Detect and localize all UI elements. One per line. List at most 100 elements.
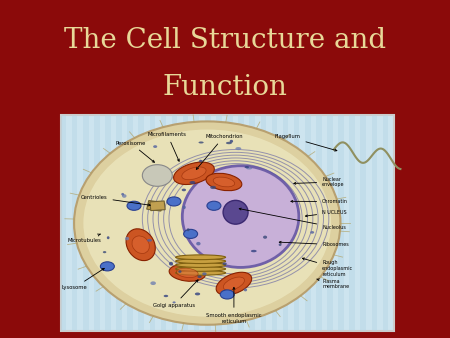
Ellipse shape (220, 290, 234, 299)
Ellipse shape (223, 262, 227, 265)
Ellipse shape (223, 200, 248, 224)
Ellipse shape (176, 263, 225, 267)
Text: Centrioles: Centrioles (81, 195, 150, 206)
Ellipse shape (132, 236, 149, 254)
Text: Nuclear
envelope: Nuclear envelope (294, 176, 345, 187)
Bar (360, 115, 366, 331)
Ellipse shape (213, 177, 234, 187)
Ellipse shape (189, 181, 195, 184)
Ellipse shape (83, 129, 331, 317)
Text: The Cell Structure and: The Cell Structure and (64, 27, 386, 54)
Bar (227, 115, 233, 331)
Ellipse shape (199, 160, 202, 162)
Bar (194, 115, 199, 331)
Ellipse shape (310, 231, 314, 234)
Bar (61, 115, 66, 331)
Bar (305, 115, 310, 331)
Bar (94, 115, 99, 331)
Ellipse shape (223, 277, 244, 290)
Ellipse shape (244, 288, 247, 291)
Text: Microfilaments: Microfilaments (148, 132, 187, 161)
Text: Flagellum: Flagellum (274, 134, 337, 151)
Bar (72, 115, 77, 331)
Ellipse shape (176, 270, 225, 275)
Ellipse shape (74, 121, 341, 325)
Text: N UCLEUS: N UCLEUS (306, 210, 347, 217)
Ellipse shape (167, 197, 181, 206)
Text: Nucleolus: Nucleolus (239, 208, 346, 230)
Ellipse shape (196, 242, 201, 245)
Bar (272, 115, 277, 331)
Ellipse shape (182, 189, 186, 191)
Ellipse shape (246, 167, 252, 169)
Ellipse shape (153, 145, 157, 148)
Ellipse shape (263, 236, 267, 239)
Bar (205, 115, 211, 331)
Bar (327, 115, 333, 331)
Ellipse shape (183, 206, 186, 209)
Bar (172, 115, 177, 331)
Text: Ribosomes: Ribosomes (279, 241, 349, 247)
Text: Microtubules: Microtubules (68, 234, 101, 243)
Bar (238, 115, 244, 331)
Bar (249, 115, 255, 331)
Bar (294, 115, 299, 331)
Ellipse shape (207, 201, 221, 210)
Text: Chromatin: Chromatin (291, 199, 348, 204)
Bar (261, 115, 266, 331)
Ellipse shape (251, 250, 256, 252)
Bar (382, 115, 388, 331)
Ellipse shape (100, 262, 114, 271)
Ellipse shape (182, 167, 206, 180)
Ellipse shape (169, 264, 206, 281)
Ellipse shape (178, 270, 181, 273)
Bar (61, 115, 394, 331)
Bar (283, 115, 288, 331)
Bar (83, 115, 89, 331)
Bar (338, 115, 344, 331)
Ellipse shape (142, 165, 172, 186)
Ellipse shape (226, 142, 232, 144)
Ellipse shape (125, 237, 129, 240)
Ellipse shape (198, 142, 204, 144)
Bar (147, 200, 163, 211)
Ellipse shape (172, 301, 176, 304)
Ellipse shape (245, 166, 249, 168)
Ellipse shape (176, 268, 198, 277)
Text: Lysosome: Lysosome (61, 268, 104, 290)
Ellipse shape (184, 230, 198, 238)
Ellipse shape (169, 262, 173, 266)
Ellipse shape (206, 173, 242, 191)
Text: Smooth endoplasmic
reticulum: Smooth endoplasmic reticulum (206, 287, 262, 324)
Ellipse shape (121, 193, 124, 196)
Bar (349, 115, 355, 331)
Ellipse shape (202, 272, 207, 275)
Text: Rough
endoplasmic
reticulum: Rough endoplasmic reticulum (302, 258, 353, 277)
Ellipse shape (235, 147, 241, 150)
Ellipse shape (126, 229, 155, 261)
Ellipse shape (195, 292, 200, 295)
Ellipse shape (182, 166, 299, 267)
Ellipse shape (107, 236, 109, 239)
Bar (150, 201, 165, 211)
Text: Golgi apparatus: Golgi apparatus (153, 280, 198, 308)
Ellipse shape (150, 281, 156, 285)
Text: Peroxisome: Peroxisome (116, 141, 154, 162)
Ellipse shape (176, 267, 225, 271)
Bar (116, 115, 122, 331)
Text: Plasma
membrane: Plasma membrane (317, 279, 349, 289)
Bar (316, 115, 322, 331)
Ellipse shape (174, 162, 214, 185)
Ellipse shape (187, 228, 189, 231)
Ellipse shape (164, 295, 168, 297)
Text: Function: Function (162, 74, 288, 101)
Bar (105, 115, 111, 331)
Ellipse shape (216, 272, 252, 295)
Text: Mitochondrion: Mitochondrion (196, 134, 243, 169)
Bar (139, 115, 144, 331)
Ellipse shape (147, 239, 152, 242)
Ellipse shape (176, 259, 225, 264)
Ellipse shape (230, 140, 233, 143)
Bar (183, 115, 189, 331)
Ellipse shape (127, 201, 141, 210)
